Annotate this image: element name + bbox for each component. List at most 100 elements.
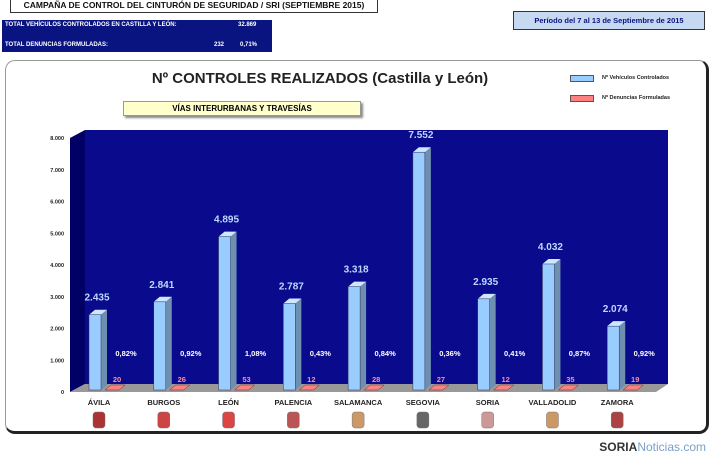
y-tick-label: 7.000 [50,168,64,174]
complaints-data-label: 12 [307,375,315,384]
coat-of-arms-icon [481,411,494,429]
period-box: Período del 7 al 13 de Septiembre de 201… [513,11,705,30]
coat-of-arms-icon [546,411,559,429]
vehicles-bar [412,151,426,391]
complaints-bar [233,384,256,391]
complaints-bar [428,384,450,391]
vehicles-data-label: 2.935 [473,277,498,288]
percentage-label: 0,84% [374,349,396,358]
vehicles-data-label: 2.435 [84,293,109,304]
y-tick-label: 4.000 [50,263,64,269]
total-vehicles-label: TOTAL VEHÍCULOS CONTROLADOS EN CASTILLA … [5,22,177,28]
complaints-bar [557,384,580,391]
coat-of-arms-icon [157,411,171,429]
x-category-label: SEGOVIA [406,398,441,407]
vehicles-bar-top [477,293,496,299]
vehicles-bar-side [554,258,561,390]
vehicles-bar [88,314,102,391]
vehicles-data-label: 4.895 [214,215,239,226]
vehicles-bar-side [619,321,626,390]
y-tick-label: 0 [61,390,64,396]
y-tick-label: 3.000 [50,295,64,301]
percentage-label: 0,41% [504,349,526,358]
percentage-label: 0,87% [569,349,591,358]
vehicles-bar [218,236,231,391]
vehicles-bar-top [283,298,302,304]
complaints-bar [492,384,515,391]
total-percentage: 0,71% [240,42,258,48]
legend-label-vehicles: Nº Vehículos Controlados [602,75,670,81]
complaints-data-label: 20 [113,375,121,384]
plot-back-wall [85,130,668,384]
complaints-bar [622,384,644,391]
vehicles-bar-top [153,296,172,302]
complaints-data-label: 12 [501,375,509,384]
vehicles-bar [347,286,361,391]
vehicles-bar-side [424,147,431,390]
percentage-label: 0,36% [439,349,461,358]
complaints-bar [298,384,321,391]
coat-of-arms-icon [92,411,106,429]
vehicles-bar-side [165,296,172,390]
complaints-bar [169,384,191,391]
coat-of-arms-icon [287,411,300,429]
vehicles-bar-side [360,281,367,390]
vehicles-bar-top [89,309,107,315]
x-category-label: PALENCIA [274,398,312,407]
vehicles-bar-top [542,258,561,264]
x-category-label: ÁVILA [88,398,111,407]
x-category-label: ZAMORA [601,398,634,407]
y-tick-label: 6.000 [50,200,64,206]
complaints-bar [363,384,385,391]
y-tick-label: 5.000 [50,231,64,237]
chart-title: Nº CONTROLES REALIZADOS (Castilla y León… [151,70,489,87]
y-tick-label: 1.000 [50,358,64,364]
x-category-label: SORIA [476,398,500,407]
percentage-label: 0,82% [115,349,137,358]
vehicles-bar-side [101,309,107,390]
percentage-label: 1,08% [245,349,267,358]
vehicles-bar-side [230,231,237,390]
y-tick-label: 2.000 [50,327,64,333]
coat-of-arms-icon [351,411,365,429]
percentage-label: 0,43% [310,349,332,358]
chart-subtitle: VÍAS INTERURBANAS Y TRAVESÍAS [123,101,361,116]
vehicles-bar [542,263,555,391]
complaints-data-label: 26 [178,375,186,384]
vehicles-data-label: 2.841 [149,280,174,291]
total-complaints-value: 232 [214,42,225,48]
vehicles-data-label: 3.318 [344,265,369,276]
y-tick-label: 8.000 [50,136,64,142]
x-category-label: SALAMANCA [334,398,383,407]
campaign-title: CAMPAÑA DE CONTROL DEL CINTURÓN DE SEGUR… [10,0,378,13]
complaints-data-label: 19 [631,375,639,384]
coat-of-arms-icon [416,411,430,429]
complaints-data-label: 27 [437,375,445,384]
percentage-label: 0,92% [180,349,202,358]
vehicles-data-label: 7.552 [408,130,433,141]
x-category-label: BURGOS [147,398,180,407]
plot-side-wall [70,130,85,392]
complaints-bar [104,384,126,391]
legend-swatch-vehicles [570,75,594,82]
percentage-label: 0,92% [634,349,656,358]
vehicles-bar-top [348,281,367,287]
vehicles-bar [606,325,620,391]
watermark-logo: SORIANoticias.com [599,440,706,454]
total-complaints-label: TOTAL DENUNCIAS FORMULADAS: [5,42,108,48]
complaints-data-label: 35 [566,375,574,384]
vehicles-bar [153,301,167,391]
vehicles-bar-top [412,147,431,153]
vehicles-data-label: 4.032 [538,242,563,253]
x-category-label: VALLADOLID [529,398,577,407]
vehicles-bar-top [607,321,626,327]
coat-of-arms-icon [222,411,235,429]
vehicles-data-label: 2.787 [279,282,304,293]
x-category-label: LEÓN [218,398,239,407]
vehicles-bar [283,303,296,391]
vehicles-bar-top [218,231,237,237]
complaints-data-label: 28 [372,375,380,384]
complaints-data-label: 53 [242,375,250,384]
total-vehicles-value: 32.869 [238,22,257,28]
